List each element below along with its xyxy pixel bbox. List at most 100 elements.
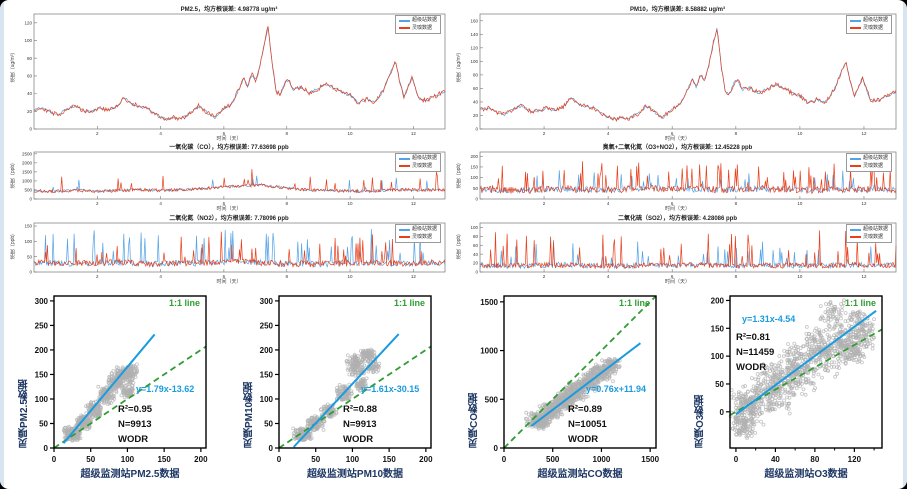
fit-equation-label: y=0.76x+11.94 (586, 384, 647, 394)
svg-text:40: 40 (771, 455, 780, 464)
svg-text:10: 10 (348, 131, 354, 136)
blue-line-swatch-icon (849, 19, 861, 22)
svg-text:0: 0 (269, 444, 274, 453)
blue-line-swatch-icon (398, 157, 410, 160)
svg-text:100: 100 (470, 59, 478, 64)
svg-text:1000: 1000 (22, 179, 33, 184)
fit-stats: R²=0.81 N=11459 WODR (736, 330, 774, 375)
red-line-swatch-icon (398, 27, 410, 30)
sample-count: N=11459 (736, 347, 775, 358)
svg-text:12: 12 (411, 131, 417, 136)
svg-text:0: 0 (734, 455, 739, 464)
legend-label: 超级站数据 (411, 17, 437, 23)
svg-text:4: 4 (607, 131, 610, 136)
svg-text:8: 8 (735, 131, 738, 136)
svg-text:0: 0 (502, 455, 507, 464)
legend-item: 灵嗅数据 (849, 25, 888, 33)
svg-text:0: 0 (29, 127, 32, 132)
pm25-scatter-x-label: 超级监测站PM2.5数据 (80, 469, 180, 480)
svg-text:50: 50 (473, 186, 479, 191)
svg-text:40: 40 (473, 100, 479, 105)
svg-text:150: 150 (711, 324, 725, 333)
svg-text:10: 10 (797, 274, 803, 279)
pm10-timeseries-plot: 0 20 40 60 80 100 120 140 160 2 4 6 8 10 12 (454, 11, 901, 142)
pm25-scatter-y-label: 灵嗅PM2.5数据 (19, 379, 30, 448)
pm10-scatter-y-label: 灵嗅PM10数据 (244, 381, 255, 448)
svg-text:12: 12 (861, 201, 867, 206)
svg-text:0: 0 (494, 444, 499, 453)
svg-text:40: 40 (473, 252, 479, 257)
svg-text:4: 4 (607, 201, 610, 206)
svg-text:250: 250 (260, 321, 274, 330)
o3-scatter-plot: 0 50 100 150 200 0 40 80 120 (684, 286, 906, 484)
svg-text:150: 150 (260, 370, 274, 379)
r-squared-value: R²=0.89 (568, 404, 603, 415)
svg-text:200: 200 (419, 455, 433, 464)
co-timeseries-panel: 一氧化碳（CO），均方根误差: 77.63698 ppb 浓度（ppb） 时间（… (8, 142, 450, 212)
svg-text:6: 6 (671, 274, 674, 279)
sample-count: N=9913 (343, 419, 377, 430)
legend: 超级站数据 灵嗅数据 (394, 224, 441, 243)
o3no2-timeseries-panel: 臭氧+二氧化氮（O3+NO2），均方根误差: 12.45228 ppb 浓度（p… (454, 142, 901, 212)
legend-item: 超级站数据 (398, 155, 437, 163)
svg-text:8: 8 (735, 201, 738, 206)
svg-text:0: 0 (44, 444, 49, 453)
svg-text:2: 2 (96, 201, 99, 206)
svg-text:12: 12 (411, 201, 417, 206)
legend-label: 灵嗅数据 (862, 233, 883, 240)
one-to-one-line-label: 1:1 line (393, 298, 425, 308)
svg-text:150: 150 (470, 165, 478, 170)
svg-text:80: 80 (27, 56, 33, 61)
svg-text:6: 6 (223, 201, 226, 206)
svg-text:2: 2 (96, 274, 99, 279)
svg-text:20: 20 (473, 113, 479, 118)
regression-method: WODR (343, 434, 374, 445)
fit-stats: R²=0.95 N=9913 WODR (118, 402, 152, 447)
svg-text:1500: 1500 (480, 298, 498, 307)
pm25-scatter-plot: 0 50 100 150 200 250 300 0 50 100 150 200 (8, 286, 230, 484)
fit-stats: R²=0.88 N=9913 WODR (343, 402, 377, 447)
legend-item: 超级站数据 (398, 17, 437, 25)
no2-timeseries-title: 二氧化氮（NO2），均方根误差: 7.78096 ppb (169, 216, 289, 222)
legend-label: 灵嗅数据 (862, 162, 883, 169)
r-squared-value: R²=0.95 (118, 404, 153, 415)
svg-text:100: 100 (711, 352, 725, 361)
svg-text:100: 100 (24, 38, 32, 43)
svg-text:160: 160 (470, 18, 478, 23)
legend-item: 灵嗅数据 (398, 234, 437, 242)
pm25-x-axis-label: 时间（天） (216, 136, 242, 142)
svg-text:100: 100 (470, 225, 478, 230)
red-line-swatch-icon (849, 165, 861, 168)
o3no2-timeseries-title: 臭氧+二氧化氮（O3+NO2），均方根误差: 12.45228 ppb (602, 145, 753, 151)
svg-text:1500: 1500 (22, 169, 33, 174)
svg-text:500: 500 (485, 395, 499, 404)
svg-text:200: 200 (470, 154, 478, 159)
pm25-scatter-panel: 0 50 100 150 200 250 300 0 50 100 150 200 灵嗅PM2.5数据… (8, 286, 230, 484)
svg-text:500: 500 (24, 188, 32, 193)
svg-text:150: 150 (35, 370, 49, 379)
svg-text:250: 250 (35, 321, 49, 330)
svg-text:0: 0 (475, 127, 478, 132)
svg-text:50: 50 (39, 419, 48, 428)
svg-text:120: 120 (470, 45, 478, 50)
svg-text:6: 6 (223, 274, 226, 279)
fit-equation-label: y=1.31x-4.54 (742, 314, 796, 324)
o3no2-x-axis-label: 时间（天） (664, 206, 691, 212)
pm25-timeseries-panel: PM2.5，均方根误差: 4.98778 ug/m³ 浓度（ug/m³） 时间（… (8, 4, 450, 142)
legend-item: 灵嗅数据 (849, 162, 888, 171)
svg-text:6: 6 (223, 131, 226, 136)
legend: 超级站数据 灵嗅数据 (845, 224, 892, 243)
co-scatter-x-label: 超级监测站CO数据 (537, 469, 623, 480)
one-to-one-line-label: 1:1 line (844, 298, 876, 308)
svg-text:0: 0 (720, 408, 725, 417)
svg-text:50: 50 (715, 380, 724, 389)
svg-text:120: 120 (24, 20, 32, 25)
svg-text:0: 0 (29, 270, 32, 275)
o3-scatter-y-label: 灵嗅O3数据 (695, 394, 706, 448)
legend: 超级站数据 灵嗅数据 (394, 153, 441, 172)
regression-method: WODR (568, 434, 599, 445)
svg-text:4: 4 (159, 131, 162, 136)
so2-timeseries-plot: 0 20 40 60 80 100 2 4 6 8 10 12 (454, 220, 901, 285)
svg-text:200: 200 (35, 346, 49, 355)
svg-text:6: 6 (671, 201, 674, 206)
